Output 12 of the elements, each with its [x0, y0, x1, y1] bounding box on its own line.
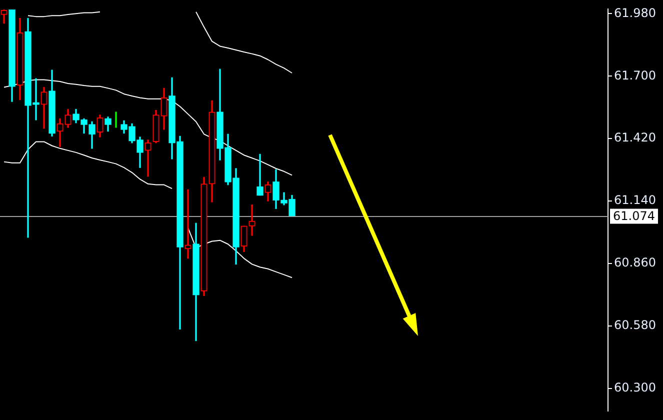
candlestick [144, 140, 152, 177]
y-tick-label: 60.860 [614, 256, 656, 270]
y-tick-label: 60.580 [614, 318, 656, 332]
y-tick-label: 61.140 [614, 193, 656, 208]
y-tick-label: 60.300 [614, 380, 656, 395]
y-tick-label: 61.980 [614, 6, 656, 20]
y-tick-label: 61.700 [614, 68, 656, 82]
y-tick-label: 61.420 [614, 130, 656, 145]
ref-line-label: 61.074 [613, 208, 655, 223]
candlestick [248, 204, 256, 236]
candlestick [256, 154, 264, 196]
candlestick [184, 189, 192, 259]
